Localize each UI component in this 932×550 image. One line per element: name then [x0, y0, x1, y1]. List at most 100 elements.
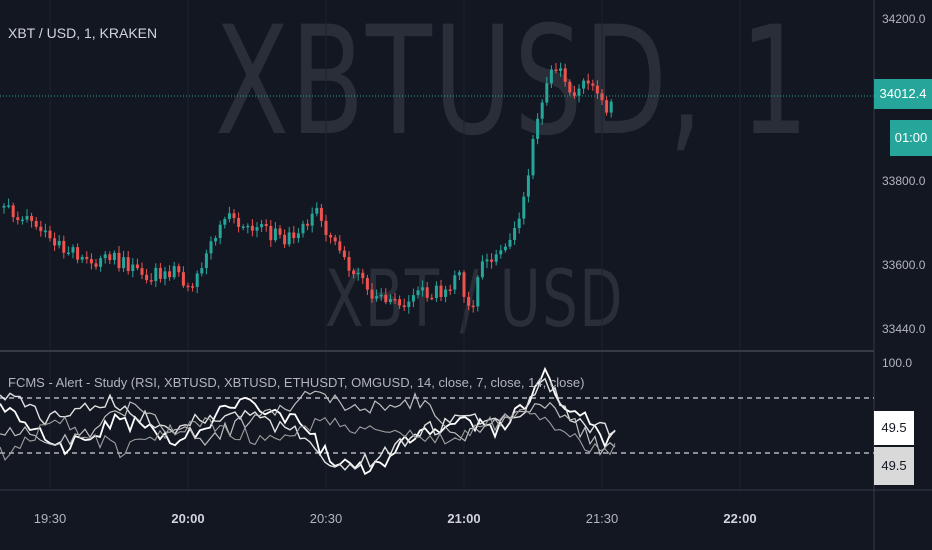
candle-body — [333, 237, 337, 242]
candle-body — [273, 228, 277, 241]
candle-body — [149, 280, 153, 282]
candle-body — [457, 272, 461, 276]
candle-body — [168, 271, 172, 278]
candle-body — [549, 69, 553, 84]
candle-body — [554, 69, 558, 71]
candle-body — [172, 266, 176, 278]
candle-body — [227, 213, 231, 219]
candle-body — [315, 207, 319, 214]
candle-body — [241, 226, 245, 229]
candle-body — [2, 205, 6, 208]
candle-body — [467, 296, 471, 306]
candle-body — [255, 227, 259, 231]
candle-body — [388, 299, 392, 303]
candle-body — [57, 240, 61, 246]
candle-body — [503, 246, 507, 251]
candle-body — [158, 267, 162, 279]
rsi-line — [0, 390, 616, 456]
candle-body — [186, 285, 190, 288]
candle-body — [361, 272, 365, 279]
time-label: 22:00 — [723, 511, 757, 526]
candle-body — [246, 225, 250, 228]
candle-body — [108, 254, 112, 261]
candle-body — [398, 299, 402, 306]
candle-body — [283, 234, 287, 245]
candle-body — [425, 287, 429, 298]
candle-body — [402, 305, 406, 308]
candle-body — [48, 230, 52, 239]
candle-body — [200, 268, 204, 274]
candle-body — [582, 80, 586, 89]
candle-body — [89, 259, 93, 264]
candle-body — [237, 218, 241, 227]
candle-body — [462, 272, 466, 297]
candle-body — [103, 254, 107, 259]
time-label: 20:30 — [309, 511, 343, 526]
time-label: 21:00 — [447, 511, 481, 526]
chart-title[interactable]: XBT / USD, 1, KRAKEN — [8, 25, 158, 41]
candle-body — [434, 285, 438, 298]
candle-body — [609, 101, 613, 113]
candle-body — [480, 261, 484, 278]
candle-body — [209, 241, 213, 254]
candle-body — [342, 250, 346, 258]
candle-body — [30, 216, 34, 221]
candle-body — [11, 205, 15, 218]
candle-body — [416, 290, 420, 296]
candle-body — [586, 80, 590, 84]
candle-body — [62, 240, 66, 253]
symbol-watermark: XBTUSD, 1 — [215, 0, 811, 169]
candle-body — [181, 272, 185, 286]
candle-body — [476, 277, 480, 307]
candle-body — [572, 92, 576, 96]
candle-body — [352, 270, 356, 275]
symbol-description-watermark: XBT / USD — [325, 255, 624, 345]
candle-body — [39, 226, 43, 232]
candle-body — [163, 271, 167, 279]
candle-body — [517, 218, 521, 229]
candle-body — [145, 274, 149, 281]
candle-body — [135, 264, 139, 269]
candle-body — [508, 239, 512, 247]
study-axis-label-100: 100.0 — [882, 356, 913, 370]
candle-body — [531, 138, 535, 176]
price-label-33600: 33600.0 — [882, 258, 926, 272]
candle-body — [522, 196, 526, 219]
candle-body — [292, 232, 296, 239]
candle-body — [347, 257, 351, 271]
candle-body — [471, 305, 475, 308]
study-title[interactable]: FCMS - Alert - Study (RSI, XBTUSD, XBTUS… — [8, 375, 585, 390]
bar-countdown-tag: 01:00 — [890, 120, 932, 156]
candle-body — [250, 225, 254, 231]
rsi-line — [0, 408, 616, 461]
rsi-value-tag-secondary: 49.5 — [874, 447, 914, 485]
candle-body — [379, 294, 383, 297]
candle-body — [365, 278, 369, 290]
candle-body — [393, 299, 397, 301]
candle-body — [453, 275, 457, 290]
candle-body — [214, 237, 218, 242]
candle-body — [218, 224, 222, 238]
candle-body — [448, 289, 452, 291]
time-label: 20:00 — [171, 511, 205, 526]
candle-body — [591, 83, 595, 86]
candle-body — [545, 83, 549, 103]
candle-body — [338, 241, 342, 251]
candle-body — [430, 297, 434, 300]
candle-body — [600, 93, 604, 101]
candle-body — [411, 295, 415, 302]
candle-body — [99, 258, 103, 267]
candle-body — [319, 207, 323, 221]
candle-body — [131, 264, 135, 272]
candle-body — [526, 175, 530, 197]
candle-body — [16, 217, 20, 221]
candle-body — [34, 220, 38, 227]
candle-body — [370, 289, 374, 299]
candle-body — [536, 118, 540, 139]
candle-body — [439, 285, 443, 297]
price-label-34200: 34200.0 — [882, 12, 926, 26]
candle-body — [66, 252, 70, 255]
candle-body — [85, 256, 89, 260]
candle-body — [223, 218, 227, 225]
